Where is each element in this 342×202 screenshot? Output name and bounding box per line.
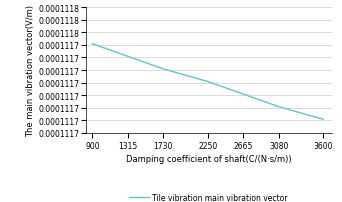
Tile vibration main vibration vector [241, 93, 245, 96]
Y-axis label: The main vibration vector(V/m): The main vibration vector(V/m) [26, 5, 36, 136]
Line: Tile vibration main vibration vector: Tile vibration main vibration vector [92, 44, 323, 120]
Legend: Tile vibration main vibration vector: Tile vibration main vibration vector [126, 190, 291, 202]
Tile vibration main vibration vector [161, 68, 166, 71]
Tile vibration main vibration vector [90, 43, 94, 46]
Tile vibration main vibration vector [206, 81, 210, 83]
Tile vibration main vibration vector [277, 106, 281, 108]
Tile vibration main vibration vector [126, 56, 130, 58]
X-axis label: Damping coefficient of shaft(C/(N·s/m)): Damping coefficient of shaft(C/(N·s/m)) [126, 154, 291, 163]
Tile vibration main vibration vector [321, 118, 325, 121]
